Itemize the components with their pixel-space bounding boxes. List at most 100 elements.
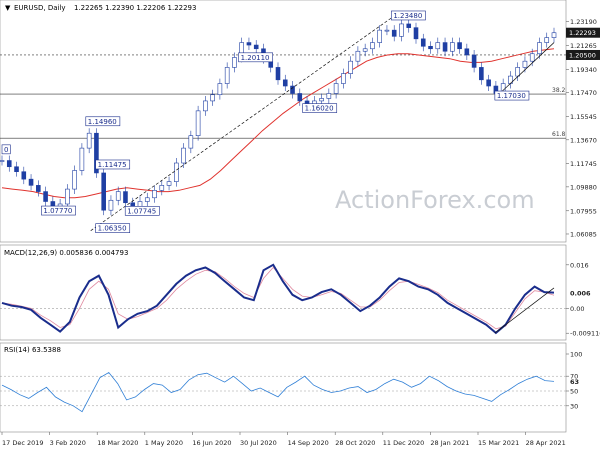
rsi-panel [0, 342, 567, 433]
candle-body [21, 171, 27, 180]
candle-body [413, 27, 419, 40]
candle-body [370, 42, 375, 50]
candle-body [355, 50, 361, 62]
y-tick-label: 1.21265 [570, 42, 597, 50]
x-tick-label: 18 Mar 2020 [97, 439, 138, 447]
candle-body [79, 147, 85, 171]
x-tick-label: 3 Feb 2020 [50, 439, 86, 447]
rsi-title: RSI(14) 63.5388 [4, 346, 61, 354]
macd-series [0, 263, 566, 335]
rsi-y-tick-label: 50 [570, 388, 578, 396]
price-annotation-box [41, 205, 76, 216]
macd-trendline [494, 287, 555, 334]
candle-body [224, 67, 230, 84]
last-price-tag [566, 27, 600, 38]
x-tick-label: 28 Jan 2021 [430, 439, 469, 447]
candle-body [450, 42, 455, 52]
rsi-value-tag: 63 [570, 378, 579, 386]
price-annotation-box [238, 52, 273, 63]
candle-body [290, 85, 295, 94]
level-tag-value: 1.20500 [569, 51, 596, 59]
main-series: 38.2 61.8 1.23480 1.20110 1.16020 1.17030 1.14… [0, 10, 566, 233]
candle-body [333, 83, 339, 94]
macd-title: MACD(12,26,9) 0.005836 0.004793 [4, 249, 128, 257]
candle-body [43, 191, 48, 202]
candle-body [420, 38, 426, 47]
candle-body [544, 37, 550, 43]
price-annotation-box [85, 116, 121, 127]
y-tick-label: 1.11745 [570, 160, 597, 168]
price-annotation: 1.16020 [305, 105, 334, 113]
candle-body [297, 93, 303, 102]
candle-body [14, 166, 19, 173]
y-tick-label: 1.09880 [570, 183, 597, 191]
candle-body [188, 135, 194, 149]
y-tick-label: 1.06085 [570, 230, 597, 238]
candle-body [384, 29, 390, 32]
x-tick-label: 15 Mar 2021 [478, 439, 519, 447]
price-annotation-box [302, 103, 338, 113]
candle-body [537, 42, 542, 55]
candle-body [341, 73, 346, 84]
macd-y-tick-label: -0.009116 [570, 330, 600, 338]
candle-body [6, 160, 12, 168]
main-title: EURUSD, Daily [14, 4, 66, 12]
moving-average-line [1, 48, 555, 199]
macd-y-tick-label: 0.016 [570, 261, 589, 269]
candle-body [203, 100, 208, 112]
x-tick-label: 1 May 2020 [145, 439, 183, 447]
y-tick-label: 1.15545 [570, 113, 597, 121]
candle-body [522, 60, 528, 68]
candle-body [515, 67, 520, 77]
main-title-arrow: ▼ [5, 4, 11, 12]
candle-body [551, 32, 557, 38]
axes: 1.23190 1.21265 1.19340 1.17470 1.15545 1.136… [1, 18, 600, 447]
y-tick-label: 1.13670 [570, 136, 597, 144]
fib-label: 61.8 [552, 131, 566, 138]
x-tick-label: 16 Jun 2020 [192, 439, 231, 447]
price-annotation-box [95, 223, 131, 233]
candle-body [486, 79, 491, 87]
x-tick-label: 28 Oct 2020 [335, 439, 375, 447]
candle-body [152, 190, 157, 199]
candle-body [362, 48, 368, 52]
candle-body [144, 197, 150, 202]
price-annotation-box [391, 10, 426, 21]
candle-body [0, 160, 5, 162]
candle-body [101, 172, 106, 211]
candle-body [174, 162, 179, 182]
price-annotation: 1.20110 [241, 54, 270, 62]
x-tick-label: 28 Apr 2021 [526, 439, 566, 447]
price-annotation-box [494, 90, 530, 101]
price-annotation-box [124, 206, 160, 216]
rsi-line [1, 371, 555, 413]
last-price-value: 1.22293 [569, 29, 596, 37]
watermark: ActionForex.com [335, 186, 535, 214]
candle-body [457, 42, 462, 50]
candle-body [253, 44, 259, 50]
ohlc-readout: 1.22265 1.22390 1.22206 1.22293 [74, 4, 196, 12]
rsi-y-tick-label: 30 [570, 402, 578, 410]
candle-body [391, 29, 397, 37]
candle-body [348, 60, 353, 74]
candle-body [123, 191, 128, 204]
candle-body [94, 132, 99, 174]
candle-body [377, 29, 382, 43]
price-annotation: 1.06350 [98, 225, 127, 233]
candle-body [159, 185, 165, 191]
candle-body [319, 98, 324, 102]
fib-label: 38.2 [552, 87, 566, 94]
x-tick-label: 11 Dec 2020 [383, 439, 425, 447]
candle-body [72, 170, 77, 190]
price-annotation: 1.14960 [88, 118, 117, 126]
macd-y-tick-label: 0.00 [570, 305, 584, 313]
candle-body [282, 79, 288, 87]
candle-body [435, 42, 441, 50]
y-tick-label: 1.17470 [570, 89, 597, 97]
x-tick-label: 17 Dec 2019 [2, 439, 44, 447]
candle-body [210, 94, 215, 102]
rsi-series [0, 371, 566, 413]
rsi-y-tick-label: 70 [570, 373, 578, 381]
